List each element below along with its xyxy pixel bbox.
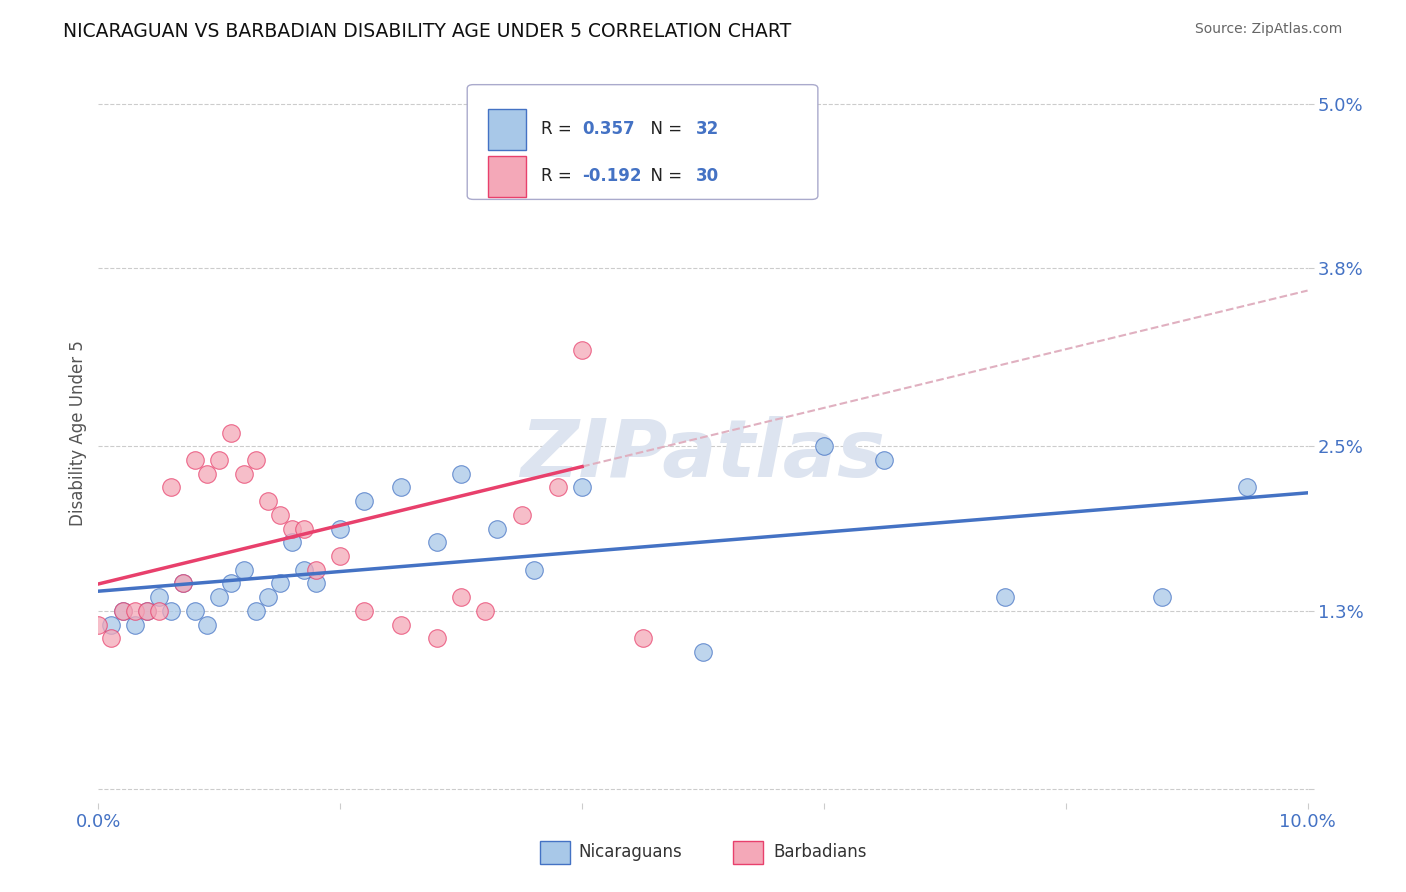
Point: [232, 467, 254, 481]
Point: [221, 425, 243, 440]
Text: N =: N =: [640, 120, 688, 138]
Text: Nicaraguans: Nicaraguans: [578, 844, 682, 862]
Point: [111, 604, 134, 618]
Point: [571, 343, 593, 358]
Point: [135, 604, 157, 618]
Point: [571, 480, 593, 494]
Point: [87, 617, 110, 632]
Text: Source: ZipAtlas.com: Source: ZipAtlas.com: [1195, 22, 1343, 37]
Point: [208, 453, 231, 467]
Point: [305, 576, 328, 591]
FancyBboxPatch shape: [467, 85, 818, 200]
Point: [172, 576, 194, 591]
Point: [269, 576, 291, 591]
Point: [281, 535, 304, 549]
Point: [195, 617, 218, 632]
Text: ZIPatlas: ZIPatlas: [520, 416, 886, 494]
Text: -0.192: -0.192: [582, 168, 641, 186]
Point: [426, 632, 449, 646]
Point: [245, 604, 267, 618]
Point: [100, 632, 122, 646]
Bar: [540, 840, 569, 864]
Point: [994, 590, 1017, 604]
Point: [135, 604, 157, 618]
Point: [208, 590, 231, 604]
FancyBboxPatch shape: [488, 109, 526, 150]
Text: N =: N =: [640, 168, 688, 186]
Point: [353, 494, 375, 508]
Point: [281, 522, 304, 536]
Point: [329, 549, 352, 563]
Text: 30: 30: [696, 168, 718, 186]
Point: [184, 604, 207, 618]
Y-axis label: Disability Age Under 5: Disability Age Under 5: [69, 340, 87, 525]
Point: [389, 480, 412, 494]
Text: 0.357: 0.357: [582, 120, 634, 138]
Point: [426, 535, 449, 549]
Point: [124, 604, 146, 618]
Text: R =: R =: [541, 168, 576, 186]
Point: [523, 563, 546, 577]
Point: [813, 439, 835, 453]
Point: [100, 617, 122, 632]
Point: [111, 604, 134, 618]
Point: [245, 453, 267, 467]
Text: NICARAGUAN VS BARBADIAN DISABILITY AGE UNDER 5 CORRELATION CHART: NICARAGUAN VS BARBADIAN DISABILITY AGE U…: [63, 22, 792, 41]
Text: 32: 32: [696, 120, 718, 138]
Point: [1236, 480, 1258, 494]
Point: [329, 522, 352, 536]
Point: [292, 522, 315, 536]
Point: [195, 467, 218, 481]
Point: [1152, 590, 1174, 604]
Point: [148, 604, 170, 618]
Point: [389, 617, 412, 632]
Point: [256, 494, 278, 508]
Point: [172, 576, 194, 591]
Point: [631, 632, 654, 646]
Point: [716, 124, 738, 138]
Point: [692, 645, 714, 659]
Text: R =: R =: [541, 120, 576, 138]
Text: Barbadians: Barbadians: [773, 844, 866, 862]
FancyBboxPatch shape: [488, 156, 526, 197]
Point: [160, 604, 183, 618]
Point: [547, 480, 569, 494]
Bar: [734, 840, 763, 864]
Point: [353, 604, 375, 618]
Point: [450, 467, 472, 481]
Point: [474, 604, 496, 618]
Point: [256, 590, 278, 604]
Point: [450, 590, 472, 604]
Point: [184, 453, 207, 467]
Point: [486, 522, 509, 536]
Point: [148, 590, 170, 604]
Point: [124, 617, 146, 632]
Point: [510, 508, 533, 522]
Point: [305, 563, 328, 577]
Point: [873, 453, 896, 467]
Point: [269, 508, 291, 522]
Point: [232, 563, 254, 577]
Point: [292, 563, 315, 577]
Point: [221, 576, 243, 591]
Point: [160, 480, 183, 494]
